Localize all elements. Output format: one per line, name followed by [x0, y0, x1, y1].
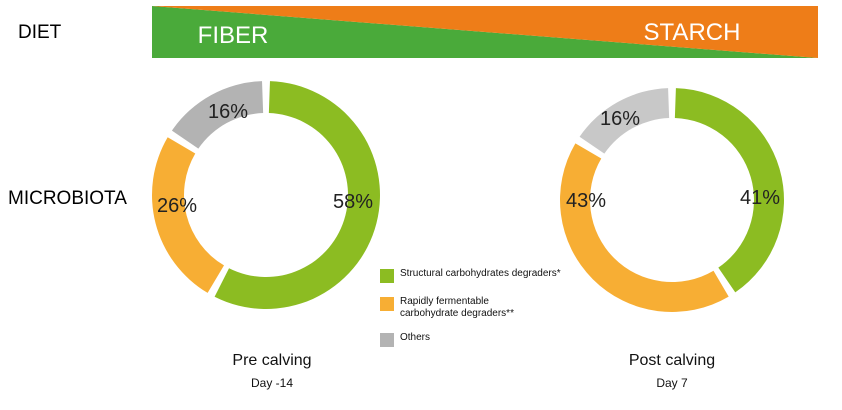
legend-label-rapidly-fermentable: Rapidly fermentable carbohydrate degrade…: [400, 296, 514, 319]
donut-slice-structural: [214, 81, 380, 309]
starch-wedge: [152, 6, 818, 58]
diet-row-label: DIET: [18, 22, 62, 43]
pre-calving-donut: 58% 26% 16%: [152, 81, 380, 309]
legend-swatch-structural: [380, 269, 394, 283]
diet-gradient-banner: FIBER STARCH: [152, 6, 818, 58]
slice-label-rapidly-fermentable: 26%: [157, 195, 197, 217]
fiber-label: FIBER: [198, 22, 269, 49]
pre-calving-day: Day -14: [250, 376, 294, 390]
legend-item-rapidly-fermentable: Rapidly fermentable carbohydrate degrade…: [380, 296, 561, 322]
slice-label-others: 16%: [208, 101, 248, 123]
pre-calving-title: Pre calving: [232, 352, 312, 369]
donut-slice-others: [171, 81, 264, 149]
slice-label-rapidly-fermentable: 43%: [566, 190, 606, 212]
legend-label-structural: Structural carbohydrates degraders*: [400, 268, 561, 279]
pre-calving-caption: Pre calving Day -14: [192, 352, 352, 390]
post-calving-title: Post calving: [628, 352, 716, 369]
donut-slice-rapidly-fermentable: [560, 143, 729, 312]
legend-swatch-rapidly-fermentable: [380, 297, 394, 311]
slice-label-others: 16%: [600, 108, 640, 130]
slice-label-structural: 58%: [333, 191, 373, 213]
donut-slice-others: [579, 88, 670, 154]
microbiota-row-label: MICROBIOTA: [8, 188, 127, 209]
post-calving-day: Day 7: [656, 376, 688, 390]
legend-item-others: Others: [380, 332, 561, 350]
legend-label-others: Others: [400, 332, 431, 343]
post-calving-caption: Post calving Day 7: [592, 352, 752, 390]
legend-swatch-others: [380, 333, 394, 347]
slice-label-structural: 41%: [740, 187, 780, 209]
legend-item-structural: Structural carbohydrates degraders*: [380, 268, 561, 286]
post-calving-donut: 41% 43% 16%: [560, 88, 785, 312]
donut-slice-structural: [674, 88, 785, 293]
donut-slice-rapidly-fermentable: [152, 137, 225, 293]
legend: Structural carbohydrates degraders* Rapi…: [380, 268, 561, 360]
starch-label: STARCH: [644, 19, 741, 46]
